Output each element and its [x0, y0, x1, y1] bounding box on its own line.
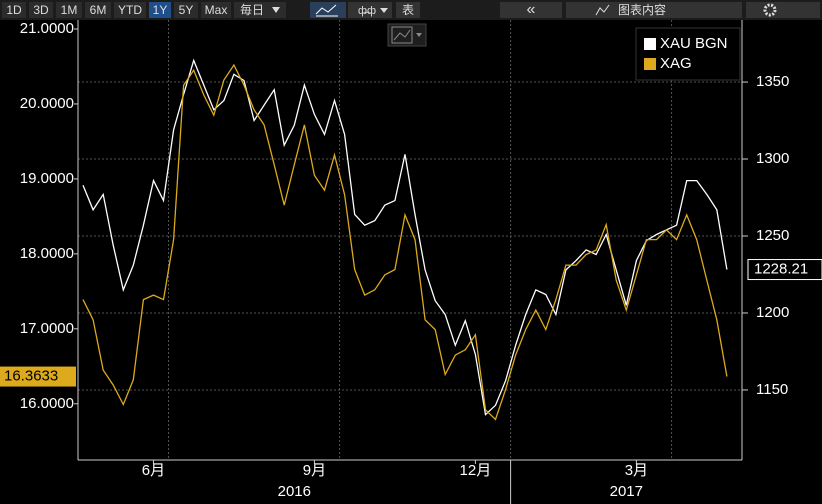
table-button[interactable]: 表: [402, 3, 414, 17]
legend-swatch: [644, 38, 656, 50]
legend-box: [635, 27, 741, 81]
last-value-box: [0, 366, 76, 387]
chart-type-icon: [391, 26, 413, 44]
legend-label: XAG: [660, 55, 692, 72]
range-button-bg: [29, 2, 53, 18]
frequency-select[interactable]: 毎日: [240, 2, 264, 17]
range-button[interactable]: 3D: [33, 3, 49, 17]
range-button-bg: [201, 2, 231, 18]
dropdown-arrow: [272, 7, 280, 13]
range-button[interactable]: 1Y: [153, 3, 168, 17]
y2-tick-label: 1200: [756, 304, 789, 321]
last-value-label: 16.3633: [4, 368, 58, 385]
x-tick-label: 9月: [303, 462, 326, 479]
x-group-label: 2017: [610, 483, 643, 500]
table-button-bg: [396, 2, 420, 18]
content-icon: [595, 4, 610, 16]
y2-tick-label: 1250: [756, 227, 789, 244]
y-tick-label: 17.0000: [20, 320, 74, 337]
bar-chart-button[interactable]: [348, 2, 392, 18]
line-icon: [315, 4, 337, 15]
dropdown-arrow: [416, 33, 422, 37]
range-button[interactable]: 5Y: [179, 3, 194, 17]
y2-tick-label: 1300: [756, 150, 789, 167]
candle-icon: ф̶ф: [358, 5, 376, 17]
legend-swatch: [644, 58, 656, 70]
y-tick-label: 16.0000: [20, 395, 74, 412]
series-line: [82, 63, 728, 421]
x-tick-label: 6月: [142, 462, 165, 479]
range-button[interactable]: 1D: [6, 3, 22, 17]
series-line: [82, 58, 728, 416]
last-value-label: 1228.21: [754, 261, 808, 278]
x-group-label: 2016: [278, 483, 311, 500]
x-tick-label: 12月: [460, 462, 492, 479]
range-button-bg: [56, 2, 82, 18]
frequency-bg: [234, 2, 286, 18]
range-button-bg: [174, 2, 198, 18]
legend-label: XAU BGN: [660, 35, 728, 52]
last-value-box: [747, 259, 822, 281]
line-chart-button[interactable]: [310, 2, 346, 18]
range-button-bg: [85, 2, 111, 18]
range-button-bg: [2, 2, 26, 18]
chart-type-icon: [393, 29, 411, 41]
x-tick-label: 3月: [625, 462, 648, 479]
dropdown-arrow: [380, 8, 388, 13]
collapse-bg: [500, 2, 562, 18]
range-button[interactable]: Max: [205, 3, 228, 17]
y-tick-label: 21.0000: [20, 20, 74, 37]
range-button-bg: [114, 2, 146, 18]
range-button[interactable]: 1M: [61, 3, 78, 17]
y-tick-label: 18.0000: [20, 245, 74, 262]
content-bg: [566, 2, 742, 18]
settings-icon[interactable]: [763, 3, 777, 17]
range-button[interactable]: YTD: [118, 3, 142, 17]
y2-tick-label: 1350: [756, 73, 789, 90]
settings-bg: [746, 2, 820, 18]
range-button-bg: [149, 2, 171, 18]
toolbar: ф̶ф 表 « 图表内容 1D 3D 1M 6M YTD 1Y 5Y Max 毎日: [0, 0, 822, 20]
y2-tick-label: 1150: [756, 381, 788, 398]
range-button[interactable]: 6M: [90, 3, 107, 17]
chart-content-button[interactable]: 图表内容: [618, 2, 666, 17]
y-tick-label: 19.0000: [20, 170, 74, 187]
collapse-button[interactable]: «: [527, 1, 536, 18]
y-tick-label: 20.0000: [20, 95, 74, 112]
